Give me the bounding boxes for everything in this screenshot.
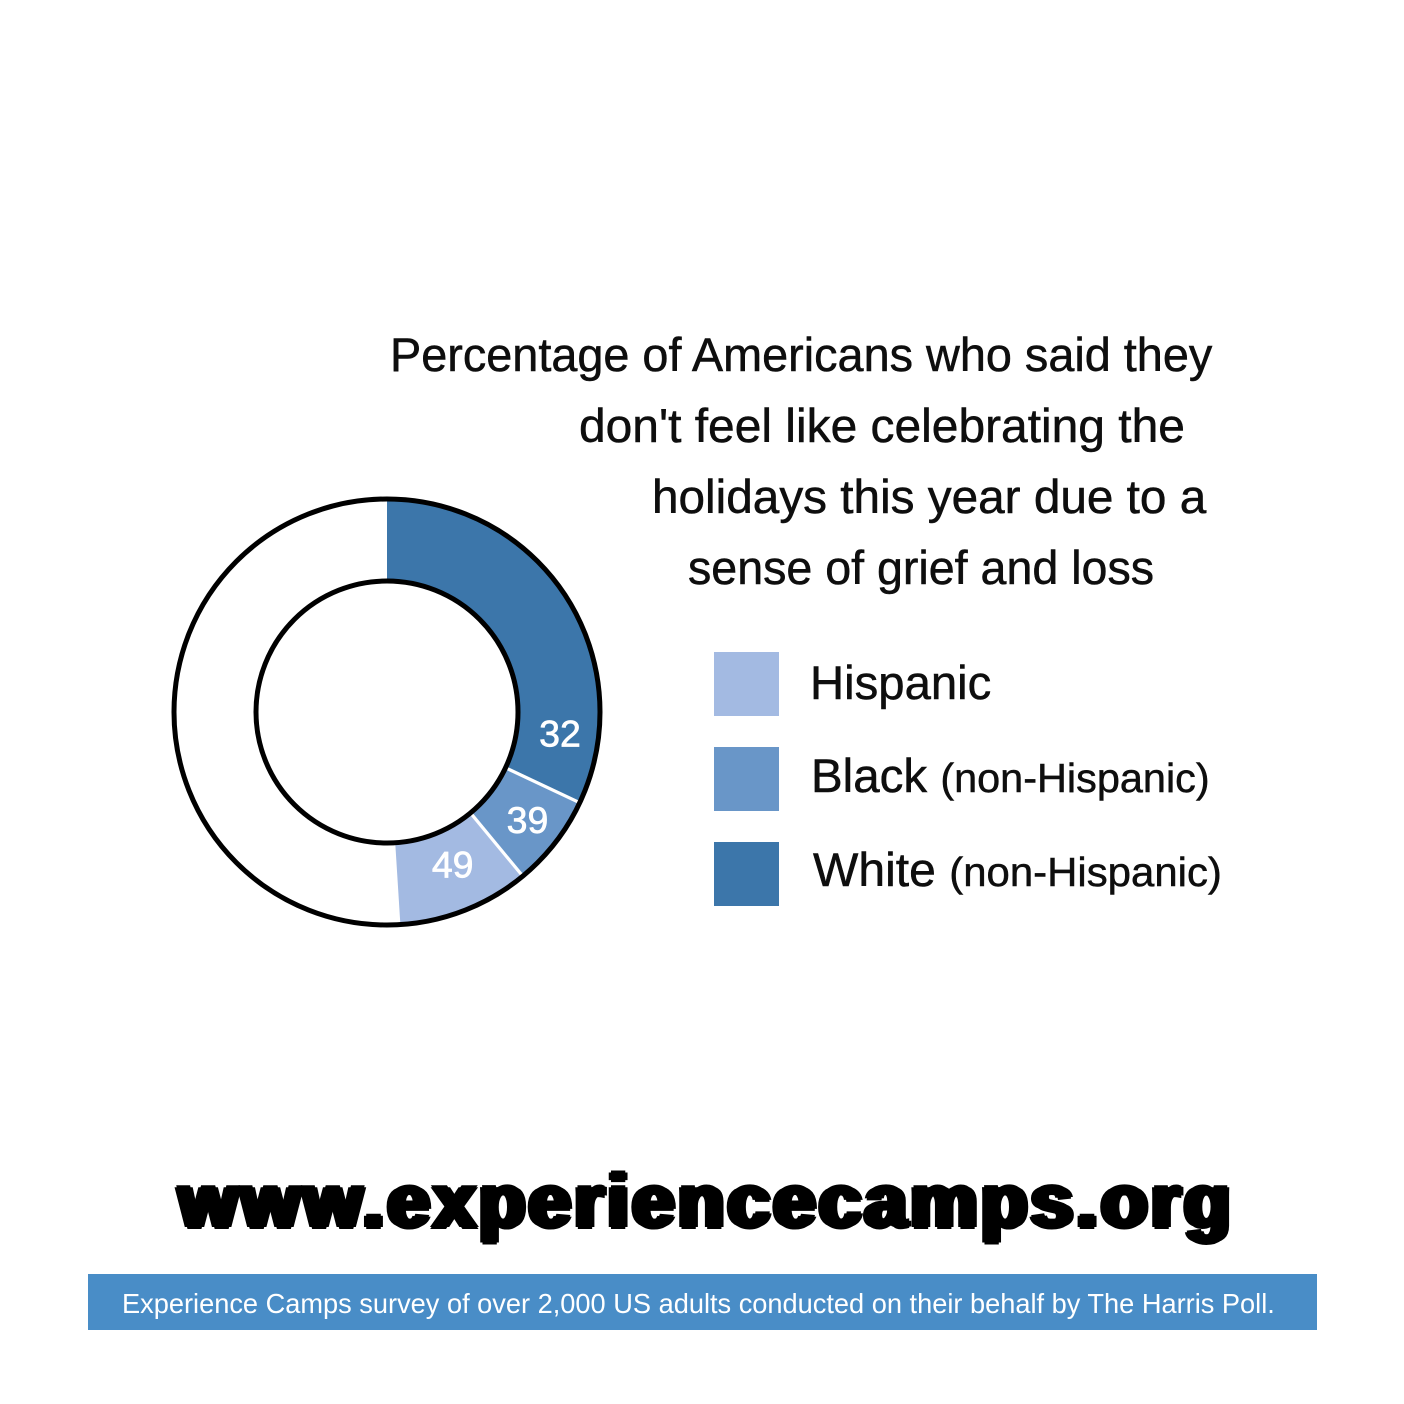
svg-text:32: 32 bbox=[539, 713, 581, 755]
svg-text:49: 49 bbox=[432, 843, 474, 885]
svg-text:39: 39 bbox=[507, 799, 549, 841]
